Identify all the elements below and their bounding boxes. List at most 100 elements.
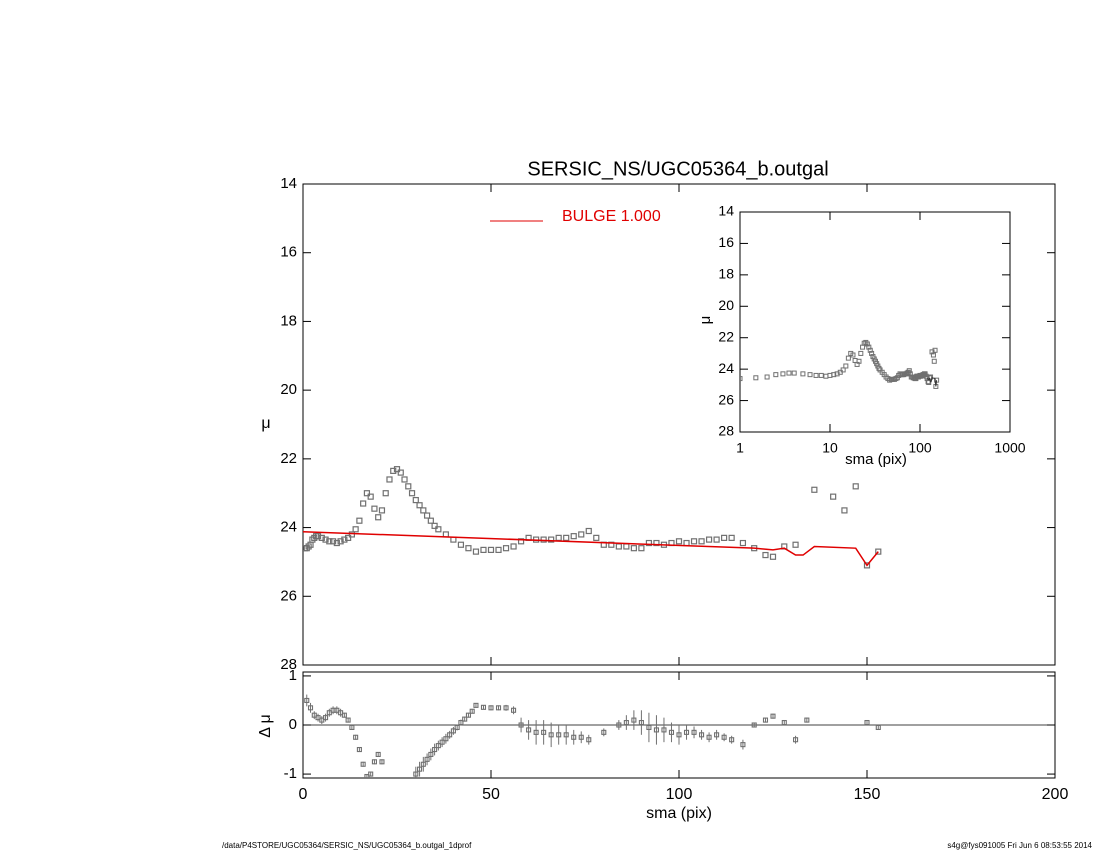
inset-point [893,376,899,382]
data-point [705,536,713,543]
data-point [457,541,465,548]
data-point [571,734,577,740]
data-point [391,802,395,806]
data-point [432,746,438,753]
data-point [495,705,502,711]
data-point [322,536,329,543]
footer-left: /data/P4STORE/UGC05364/SERSIC_NS/UGC0536… [222,841,472,850]
plot-area [303,466,882,569]
y-tick-label: -1 [284,765,297,782]
x-axis-label: sma (pix) [646,805,712,822]
data-point [631,717,637,723]
inset-point [791,370,797,376]
inset-point [850,352,856,358]
inset-point [864,341,870,347]
data-point [378,507,386,514]
inset-point [843,363,849,369]
data-point [804,717,810,723]
data-point [333,539,340,547]
data-point [740,742,746,748]
data-point [706,734,712,740]
inset-point [869,350,875,356]
y-tick-label: 14 [280,175,297,192]
inset-point [928,374,934,380]
data-point [472,548,480,555]
inset-point [786,370,792,376]
data-point [683,729,690,735]
inset-point [711,377,715,381]
data-point [341,536,348,543]
data-point [601,729,607,735]
data-point [555,534,562,541]
x-tick-label: 200 [1042,786,1069,803]
y-tick-label: 16 [718,234,734,250]
data-point [699,732,705,738]
data-point [792,541,799,548]
data-point [337,538,344,545]
data-point [408,490,416,497]
data-point [511,707,517,713]
inset-point [858,350,864,356]
data-point [469,708,475,714]
data-point [386,476,393,483]
y-tick-label: 14 [718,203,734,219]
data-point [570,533,577,540]
data-point [518,722,524,728]
inset-frame [739,211,1011,433]
data-point [762,551,769,559]
inset-point [906,368,912,374]
y-axis-label: μ [261,415,270,432]
y-tick-label: 24 [718,360,734,376]
data-point [375,751,381,757]
data-point [314,533,322,540]
data-point [510,543,517,550]
inset-point [840,367,846,373]
inset-model-line [926,377,938,387]
data-point [462,716,468,722]
data-point [450,728,456,734]
data-point [653,727,659,733]
data-point [345,717,351,723]
y-tick-label: 18 [280,312,297,329]
x-tick-label: 1 [736,440,744,456]
data-point [691,729,697,735]
data-point [367,493,374,500]
data-point [360,500,367,507]
data-point [517,538,525,545]
data-point [423,512,431,519]
data-point [307,705,314,711]
data-point [431,522,438,529]
data-point [661,727,667,733]
data-point [556,732,562,738]
data-point [345,534,352,541]
data-point [480,704,487,710]
inset-point [818,372,824,378]
data-point [427,517,434,524]
inset-y-label: μ [697,316,714,325]
data-point [323,715,329,721]
data-point [875,548,882,555]
data-point [363,490,371,497]
data-point [384,782,388,786]
data-point [578,734,584,740]
data-point [729,737,735,743]
data-point [623,543,630,550]
x-tick-label: 0 [299,786,308,803]
data-point [751,722,757,728]
data-point [397,469,404,476]
data-point [435,526,442,533]
inset-point [807,372,813,378]
data-point [690,538,698,545]
data-point [439,739,445,745]
data-point [488,705,494,711]
data-point [420,507,427,514]
data-point [393,466,401,473]
data-point [811,486,818,493]
inset-point [800,371,806,377]
data-point [447,732,453,738]
data-point [830,493,837,500]
data-point [653,539,660,547]
data-point [413,771,419,777]
inset-point [764,374,770,380]
